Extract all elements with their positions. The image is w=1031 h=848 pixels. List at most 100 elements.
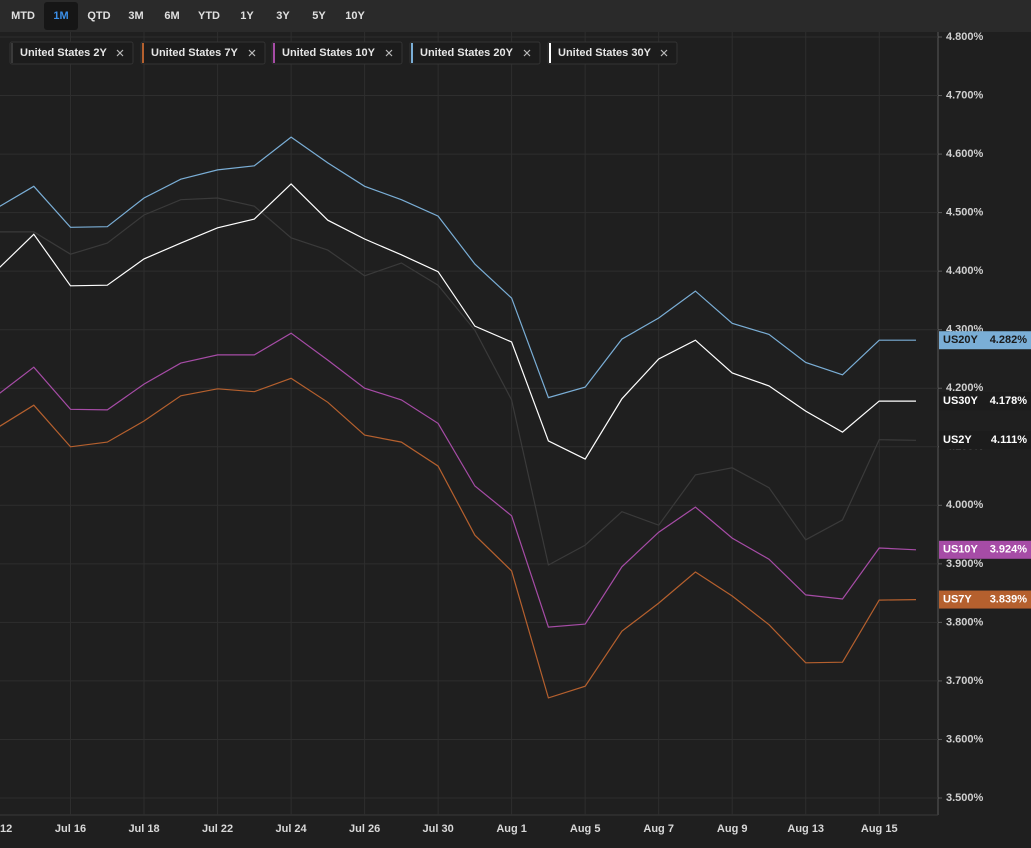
range-button[interactable]: 3Y: [276, 10, 290, 22]
legend-close[interactable]: [660, 49, 668, 57]
legend-item[interactable]: United States 10Y: [271, 41, 403, 65]
y-tick-label: 3.800%: [946, 616, 984, 628]
legend-chip: [271, 41, 403, 65]
range-button-label: QTD: [87, 10, 110, 22]
range-button[interactable]: 1Y: [240, 10, 254, 22]
range-button-label: YTD: [198, 10, 220, 22]
legend-swatch: [11, 43, 13, 63]
end-badge-bg: [939, 590, 1031, 609]
legend-label: United States 2Y: [20, 47, 107, 59]
range-button-label: 1M: [53, 10, 68, 22]
legend-close[interactable]: [385, 49, 393, 57]
end-badge-bg: [939, 540, 1031, 559]
range-button[interactable]: 3M: [128, 10, 143, 22]
x-tick-label: Jul 24: [275, 823, 307, 835]
x-tick-label: 12: [0, 823, 12, 835]
end-badge-bg: [939, 431, 1031, 450]
y-tick-label: 4.800%: [946, 31, 984, 43]
range-button-label: 10Y: [345, 10, 365, 22]
range-button-label: 3Y: [276, 10, 290, 22]
range-button[interactable]: 10Y: [345, 10, 365, 22]
y-tick-label: 4.600%: [946, 148, 984, 160]
legend-swatch: [549, 43, 551, 63]
x-axis-strip: [0, 815, 1031, 848]
legend-chip: [140, 41, 266, 65]
range-button-label: 1Y: [240, 10, 254, 22]
x-tick-label: Aug 1: [496, 823, 527, 835]
legend-item[interactable]: United States 7Y: [140, 41, 266, 65]
legend-swatch: [142, 43, 144, 63]
x-tick-label: Aug 5: [570, 823, 601, 835]
end-badge: US7Y 3.839%: [939, 590, 1031, 609]
range-button-label: 6M: [164, 10, 179, 22]
y-tick-label: 3.700%: [946, 675, 984, 687]
range-button[interactable]: YTD: [198, 10, 220, 22]
y-tick-label: 4.700%: [946, 89, 984, 101]
range-button[interactable]: MTD: [11, 10, 35, 22]
end-badge: US20Y 4.282%: [939, 331, 1031, 350]
end-badge: US2Y 4.111%: [939, 431, 1031, 450]
end-badge: US10Y 3.924%: [939, 540, 1031, 559]
range-button[interactable]: 5Y: [312, 10, 326, 22]
legend-label: United States 7Y: [151, 47, 238, 59]
range-button[interactable]: QTD: [87, 10, 110, 22]
series-line: [0, 183, 916, 460]
x-tick-label: Jul 16: [55, 823, 86, 835]
end-badge-name: US7Y: [943, 593, 972, 605]
y-tick-label: 4.500%: [946, 207, 984, 219]
legend-label: United States 30Y: [558, 47, 652, 59]
legend-close[interactable]: [248, 49, 256, 57]
end-badge-value: 4.178%: [990, 395, 1028, 407]
end-badge: US30Y 4.178%: [939, 392, 1031, 411]
end-badge-bg: [939, 331, 1031, 350]
legend-item[interactable]: United States 30Y: [547, 41, 678, 65]
range-button-label: 5Y: [312, 10, 326, 22]
x-tick-label: Jul 18: [128, 823, 159, 835]
y-tick-label: 3.600%: [946, 733, 984, 745]
end-badge-value: 3.924%: [990, 544, 1028, 556]
end-badge-value: 4.111%: [991, 434, 1027, 446]
y-tick-label: 4.400%: [946, 265, 984, 277]
y-tick-label: 3.500%: [946, 792, 984, 804]
range-button-bg: [44, 2, 78, 30]
legend-item[interactable]: United States 20Y: [409, 41, 541, 65]
x-tick-label: Jul 30: [423, 823, 454, 835]
series-line: [0, 377, 917, 699]
legend-label: United States 20Y: [420, 47, 514, 59]
legend-close[interactable]: [116, 49, 124, 57]
series-line: [0, 332, 917, 628]
end-badge-name: US30Y: [943, 395, 979, 407]
range-button[interactable]: 1M: [44, 2, 78, 30]
end-badge-value: 4.282%: [990, 334, 1028, 346]
legend-label: United States 10Y: [282, 47, 376, 59]
end-badge-name: US2Y: [943, 434, 972, 446]
end-badge-name: US10Y: [943, 544, 979, 556]
legend-chip: [9, 41, 134, 65]
x-tick-label: Aug 7: [643, 823, 674, 835]
x-tick-label: Aug 13: [787, 823, 824, 835]
x-tick-label: Jul 26: [349, 823, 380, 835]
legend-close[interactable]: [523, 49, 531, 57]
legend-swatch: [411, 43, 413, 63]
series-line: [0, 136, 916, 399]
end-badge-name: US20Y: [943, 334, 979, 346]
end-badge-value: 3.839%: [990, 593, 1028, 605]
legend-swatch: [273, 43, 275, 63]
legend-chip: [547, 41, 678, 65]
y-tick-label: 4.000%: [946, 499, 984, 511]
x-tick-label: Jul 22: [202, 823, 233, 835]
series-line: [0, 197, 917, 566]
range-button[interactable]: 6M: [164, 10, 179, 22]
end-badge-bg: [939, 392, 1031, 411]
y-tick-label: 4.200%: [946, 382, 984, 394]
legend-chip: [409, 41, 541, 65]
legend-item[interactable]: United States 2Y: [9, 41, 134, 65]
toolbar: [0, 0, 1031, 32]
x-tick-label: Aug 15: [861, 823, 898, 835]
range-button-label: 3M: [128, 10, 143, 22]
y-tick-label: 3.900%: [946, 558, 984, 570]
x-tick-label: Aug 9: [717, 823, 748, 835]
